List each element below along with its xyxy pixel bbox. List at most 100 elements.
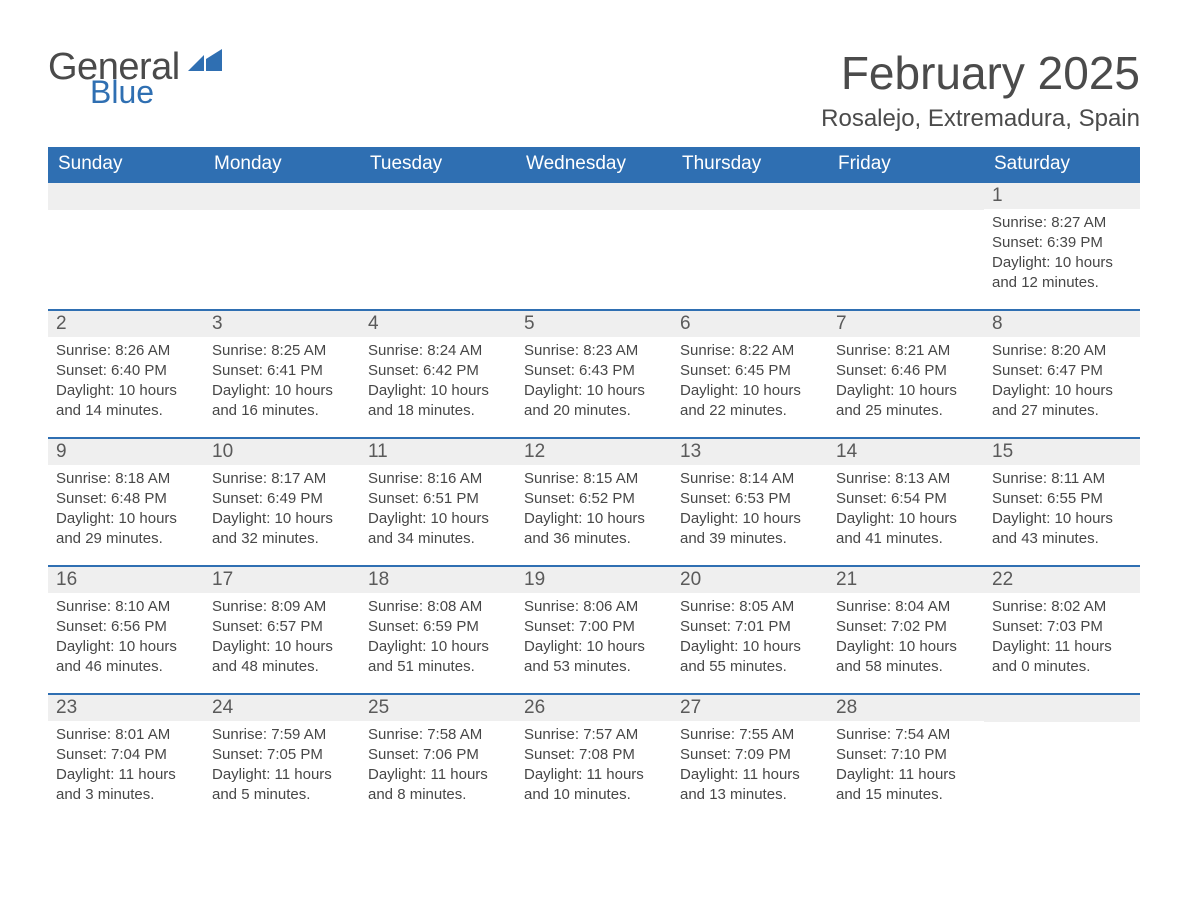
calendar-cell: 13Sunrise: 8:14 AMSunset: 6:53 PMDayligh… <box>672 438 828 566</box>
day-number: 9 <box>48 439 204 465</box>
weekday-header: Saturday <box>984 147 1140 182</box>
day-content: Sunrise: 8:01 AMSunset: 7:04 PMDaylight:… <box>48 721 204 814</box>
day-content: Sunrise: 8:09 AMSunset: 6:57 PMDaylight:… <box>204 593 360 686</box>
day-content: Sunrise: 7:54 AMSunset: 7:10 PMDaylight:… <box>828 721 984 814</box>
sunrise-line: Sunrise: 8:17 AM <box>212 469 352 489</box>
daylight-line: Daylight: 11 hours and 8 minutes. <box>368 765 508 806</box>
daylight-line: Daylight: 10 hours and 55 minutes. <box>680 637 820 678</box>
sunset-line: Sunset: 6:39 PM <box>992 233 1132 253</box>
sunrise-line: Sunrise: 8:11 AM <box>992 469 1132 489</box>
calendar-week-row: 1Sunrise: 8:27 AMSunset: 6:39 PMDaylight… <box>48 182 1140 310</box>
day-content: Sunrise: 8:26 AMSunset: 6:40 PMDaylight:… <box>48 337 204 430</box>
day-content: Sunrise: 8:11 AMSunset: 6:55 PMDaylight:… <box>984 465 1140 558</box>
calendar-cell: 10Sunrise: 8:17 AMSunset: 6:49 PMDayligh… <box>204 438 360 566</box>
sunrise-line: Sunrise: 8:26 AM <box>56 341 196 361</box>
sunset-line: Sunset: 6:47 PM <box>992 361 1132 381</box>
day-content: Sunrise: 8:20 AMSunset: 6:47 PMDaylight:… <box>984 337 1140 430</box>
sunrise-line: Sunrise: 7:54 AM <box>836 725 976 745</box>
daylight-line: Daylight: 10 hours and 14 minutes. <box>56 381 196 422</box>
sunset-line: Sunset: 6:49 PM <box>212 489 352 509</box>
day-number: 5 <box>516 311 672 337</box>
calendar-week-row: 9 Sunrise: 8:18 AMSunset: 6:48 PM Daylight… <box>48 438 1140 566</box>
sunset-line: Sunset: 7:08 PM <box>524 745 664 765</box>
day-number <box>516 183 672 210</box>
daylight-line: Daylight: 10 hours and 58 minutes. <box>836 637 976 678</box>
weekday-header: Friday <box>828 147 984 182</box>
day-number: 26 <box>516 695 672 721</box>
sunset-line: Sunset: 7:01 PM <box>680 617 820 637</box>
day-number: 23 <box>48 695 204 721</box>
daylight-line: Daylight: 11 hours and 10 minutes. <box>524 765 664 806</box>
calendar-cell: 27Sunrise: 7:55 AMSunset: 7:09 PMDayligh… <box>672 694 828 822</box>
weekday-header: Wednesday <box>516 147 672 182</box>
daylight-line: Daylight: 11 hours and 5 minutes. <box>212 765 352 806</box>
day-content: Sunrise: 8:13 AMSunset: 6:54 PMDaylight:… <box>828 465 984 558</box>
calendar-cell: 17Sunrise: 8:09 AMSunset: 6:57 PMDayligh… <box>204 566 360 694</box>
day-number: 15 <box>984 439 1140 465</box>
daylight-line: Daylight: 10 hours and 34 minutes. <box>368 509 508 550</box>
weekday-header: Thursday <box>672 147 828 182</box>
calendar-cell: 19Sunrise: 8:06 AMSunset: 7:00 PMDayligh… <box>516 566 672 694</box>
weekday-header: Sunday <box>48 147 204 182</box>
sunrise-line: Sunrise: 8:06 AM <box>524 597 664 617</box>
calendar-cell: 21Sunrise: 8:04 AMSunset: 7:02 PMDayligh… <box>828 566 984 694</box>
sunrise-line: Sunrise: 8:14 AM <box>680 469 820 489</box>
sunset-line: Sunset: 7:04 PM <box>56 745 196 765</box>
calendar-cell <box>984 694 1140 822</box>
sunset-line: Sunset: 6:41 PM <box>212 361 352 381</box>
sunrise-line: Sunrise: 7:57 AM <box>524 725 664 745</box>
daylight-line: Daylight: 10 hours and 22 minutes. <box>680 381 820 422</box>
daylight-line: Daylight: 10 hours and 41 minutes. <box>836 509 976 550</box>
day-content: Sunrise: 8:21 AMSunset: 6:46 PMDaylight:… <box>828 337 984 430</box>
daylight-line: Daylight: 10 hours and 46 minutes. <box>56 637 196 678</box>
calendar-cell: 24Sunrise: 7:59 AMSunset: 7:05 PMDayligh… <box>204 694 360 822</box>
calendar-cell: 1Sunrise: 8:27 AMSunset: 6:39 PMDaylight… <box>984 182 1140 310</box>
day-number <box>984 695 1140 722</box>
calendar-week-row: 16Sunrise: 8:10 AMSunset: 6:56 PMDayligh… <box>48 566 1140 694</box>
calendar-cell: 12Sunrise: 8:15 AMSunset: 6:52 PMDayligh… <box>516 438 672 566</box>
sunset-line: Sunset: 6:40 PM <box>56 361 196 381</box>
calendar-cell: 2Sunrise: 8:26 AMSunset: 6:40 PMDaylight… <box>48 310 204 438</box>
calendar-cell: 14Sunrise: 8:13 AMSunset: 6:54 PMDayligh… <box>828 438 984 566</box>
day-content: Sunrise: 8:10 AMSunset: 6:56 PMDaylight:… <box>48 593 204 686</box>
day-number: 17 <box>204 567 360 593</box>
daylight-line: Daylight: 11 hours and 0 minutes. <box>992 637 1132 678</box>
day-number <box>360 183 516 210</box>
sunrise-line: Sunrise: 8:22 AM <box>680 341 820 361</box>
day-content: Sunrise: 8:15 AMSunset: 6:52 PMDaylight:… <box>516 465 672 558</box>
calendar-page: General Blue February 2025 Rosalejo, Ext… <box>0 0 1188 882</box>
logo: General Blue <box>48 48 222 108</box>
calendar-week-row: 23Sunrise: 8:01 AMSunset: 7:04 PMDayligh… <box>48 694 1140 822</box>
day-content: Sunrise: 7:55 AMSunset: 7:09 PMDaylight:… <box>672 721 828 814</box>
sunset-line: Sunset: 6:46 PM <box>836 361 976 381</box>
daylight-line: Daylight: 10 hours and 25 minutes. <box>836 381 976 422</box>
sunset-line: Sunset: 6:48 PM <box>56 489 196 509</box>
weekday-header: Monday <box>204 147 360 182</box>
sunset-line: Sunset: 7:09 PM <box>680 745 820 765</box>
sunrise-line: Sunrise: 8:05 AM <box>680 597 820 617</box>
weekday-header-row: SundayMondayTuesdayWednesdayThursdayFrid… <box>48 147 1140 182</box>
day-number <box>828 183 984 210</box>
page-subtitle: Rosalejo, Extremadura, Spain <box>821 105 1140 133</box>
sunset-line: Sunset: 6:57 PM <box>212 617 352 637</box>
calendar-cell: 16Sunrise: 8:10 AMSunset: 6:56 PMDayligh… <box>48 566 204 694</box>
sunset-line: Sunset: 6:43 PM <box>524 361 664 381</box>
sunrise-line: Sunrise: 8:24 AM <box>368 341 508 361</box>
calendar-cell: 25Sunrise: 7:58 AMSunset: 7:06 PMDayligh… <box>360 694 516 822</box>
calendar-table: SundayMondayTuesdayWednesdayThursdayFrid… <box>48 147 1140 822</box>
sunrise-line: Sunrise: 8:18 AM <box>56 469 196 489</box>
day-content: Sunrise: 7:59 AMSunset: 7:05 PMDaylight:… <box>204 721 360 814</box>
sunrise-line: Sunrise: 8:23 AM <box>524 341 664 361</box>
calendar-cell: 8Sunrise: 8:20 AMSunset: 6:47 PMDaylight… <box>984 310 1140 438</box>
sunset-line: Sunset: 6:56 PM <box>56 617 196 637</box>
daylight-line: Daylight: 10 hours and 48 minutes. <box>212 637 352 678</box>
daylight-line: Daylight: 10 hours and 20 minutes. <box>524 381 664 422</box>
day-content: Sunrise: 8:23 AMSunset: 6:43 PMDaylight:… <box>516 337 672 430</box>
day-content: Sunrise: 8:08 AMSunset: 6:59 PMDaylight:… <box>360 593 516 686</box>
day-content: Sunrise: 8:14 AMSunset: 6:53 PMDaylight:… <box>672 465 828 558</box>
day-number: 27 <box>672 695 828 721</box>
calendar-cell: 22Sunrise: 8:02 AMSunset: 7:03 PMDayligh… <box>984 566 1140 694</box>
sunset-line: Sunset: 7:03 PM <box>992 617 1132 637</box>
sunrise-line: Sunrise: 8:10 AM <box>56 597 196 617</box>
sunset-line: Sunset: 7:02 PM <box>836 617 976 637</box>
